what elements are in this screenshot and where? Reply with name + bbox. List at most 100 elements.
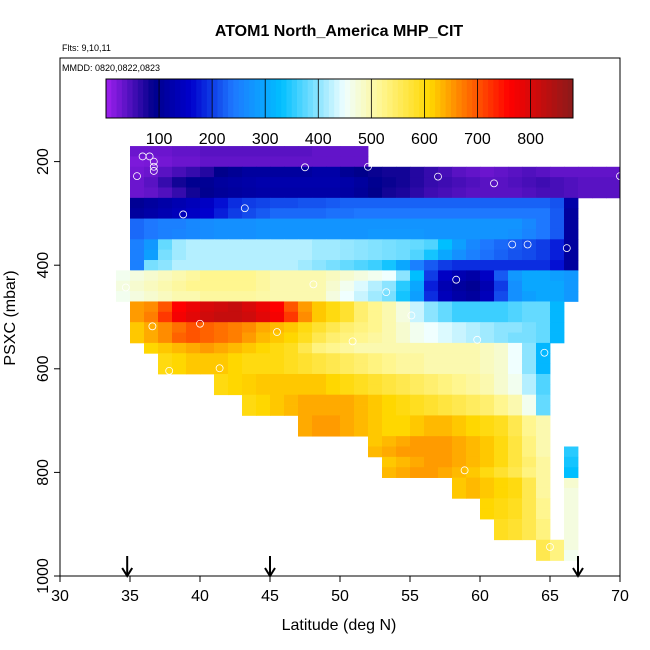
heatmap-cell xyxy=(578,166,593,178)
sample-point-marker xyxy=(240,204,249,213)
heatmap-cell xyxy=(438,436,453,447)
heatmap-cell xyxy=(172,260,187,271)
heatmap-cell xyxy=(382,363,397,375)
heatmap-cell xyxy=(438,187,453,199)
heatmap-cell xyxy=(424,166,439,178)
heatmap-cell xyxy=(438,425,453,437)
heatmap-cell xyxy=(480,405,495,416)
heatmap-cell xyxy=(172,270,187,282)
heatmap-cell xyxy=(494,218,509,230)
heatmap-cell xyxy=(312,342,327,354)
heatmap-cell xyxy=(214,373,229,385)
heatmap-cell xyxy=(200,208,215,219)
heatmap-cell xyxy=(396,342,411,354)
heatmap-cell xyxy=(200,156,215,168)
heatmap-cell xyxy=(536,363,551,375)
heatmap-cell xyxy=(354,156,369,168)
heatmap-cell xyxy=(452,436,467,447)
heatmap-cell xyxy=(340,425,355,437)
heatmap-cell xyxy=(452,249,467,261)
heatmap-cell xyxy=(466,467,481,478)
heatmap-cell xyxy=(242,373,257,385)
heatmap-cell xyxy=(396,208,411,219)
heatmap-cell xyxy=(256,280,271,292)
heatmap-cell xyxy=(564,208,579,219)
heatmap-cell xyxy=(326,146,341,157)
plot-frame xyxy=(59,57,621,577)
heatmap-cell xyxy=(424,467,439,478)
colorbar-swatch xyxy=(509,79,516,118)
heatmap-cell xyxy=(158,218,173,230)
heatmap-cell xyxy=(228,197,243,209)
heatmap-cell xyxy=(158,342,173,354)
heatmap-cell xyxy=(382,187,397,199)
heatmap-cell xyxy=(410,322,425,333)
colorbar-swatch xyxy=(435,79,441,118)
heatmap-cell xyxy=(172,291,187,302)
heatmap-cell xyxy=(396,446,411,458)
heatmap-cell xyxy=(536,415,551,427)
heatmap-cell xyxy=(452,342,467,354)
heatmap-cell xyxy=(256,166,271,178)
heatmap-cell xyxy=(186,208,201,219)
heatmap-cell xyxy=(270,218,285,230)
heatmap-cell xyxy=(396,218,411,230)
heatmap-cell xyxy=(438,280,453,292)
heatmap-cell xyxy=(228,187,243,199)
heatmap-cell xyxy=(382,311,397,323)
heatmap-cell xyxy=(130,249,145,261)
sample-point-marker xyxy=(460,466,469,475)
heatmap-cell xyxy=(200,311,215,323)
heatmap-cell xyxy=(536,394,551,406)
heatmap-cell xyxy=(466,384,481,396)
heatmap-cell xyxy=(354,311,369,323)
heatmap-cell xyxy=(172,249,187,261)
heatmap-cell xyxy=(368,270,383,282)
heatmap-cell xyxy=(396,425,411,437)
heatmap-cell xyxy=(508,197,523,209)
sample-point-marker xyxy=(148,322,157,331)
heatmap-cell xyxy=(480,301,495,313)
heatmap-cell xyxy=(438,405,453,416)
heatmap-cell xyxy=(130,156,145,168)
heatmap-cell xyxy=(480,260,495,271)
heatmap-cell xyxy=(466,218,481,230)
heatmap-cell xyxy=(172,311,187,323)
heatmap-cell xyxy=(368,291,383,302)
heatmap-cell xyxy=(298,166,313,178)
heatmap-cell xyxy=(508,394,523,406)
heatmap-cell xyxy=(410,197,425,209)
heatmap-cell xyxy=(508,280,523,292)
heatmap-cell xyxy=(256,270,271,282)
heatmap-cell xyxy=(494,519,509,530)
heatmap-cell xyxy=(396,291,411,302)
heatmap-cell xyxy=(144,197,159,209)
heatmap-cell xyxy=(564,187,579,199)
colorbar-tick-label: 600 xyxy=(411,131,438,148)
heatmap-cell xyxy=(186,197,201,209)
heatmap-cell xyxy=(298,394,313,406)
x-tick-label: 45 xyxy=(261,588,279,605)
heatmap-cell xyxy=(242,280,257,292)
heatmap-cell xyxy=(284,146,299,157)
heatmap-cell xyxy=(536,353,551,365)
heatmap-cell xyxy=(396,384,411,396)
heatmap-cell xyxy=(326,322,341,333)
heatmap-cell xyxy=(312,353,327,365)
heatmap-cell xyxy=(536,177,551,188)
heatmap-cell xyxy=(536,197,551,209)
heatmap-cell xyxy=(270,228,285,240)
heatmap-cell xyxy=(424,239,439,251)
y-tick-label: 1000 xyxy=(35,558,52,594)
heatmap-cell xyxy=(550,301,565,313)
heatmap-cell xyxy=(326,280,341,292)
heatmap-cell xyxy=(186,342,201,354)
heatmap-cell xyxy=(340,260,355,271)
heatmap-cell xyxy=(340,405,355,416)
heatmap-cell xyxy=(130,239,145,251)
heatmap-cell xyxy=(242,363,257,375)
heatmap-cell xyxy=(424,415,439,427)
heatmap-cell xyxy=(396,415,411,427)
heatmap-cell xyxy=(466,332,481,344)
heatmap-cell xyxy=(340,228,355,240)
